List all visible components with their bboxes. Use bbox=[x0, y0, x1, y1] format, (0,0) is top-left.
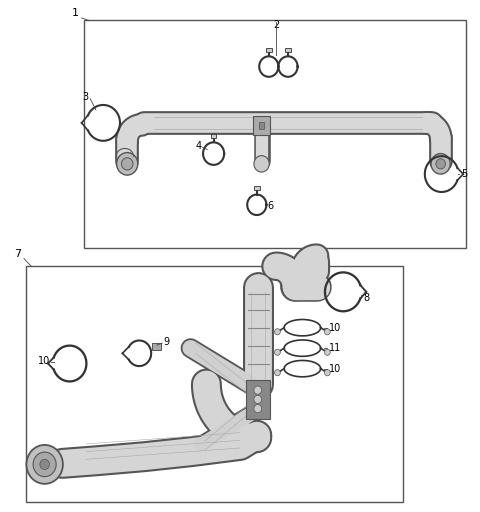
Circle shape bbox=[254, 156, 269, 172]
Circle shape bbox=[275, 370, 280, 376]
Circle shape bbox=[431, 154, 450, 174]
Circle shape bbox=[40, 459, 49, 470]
Text: 1: 1 bbox=[72, 8, 79, 18]
Text: 3: 3 bbox=[83, 92, 89, 102]
Circle shape bbox=[26, 445, 63, 484]
Circle shape bbox=[33, 452, 56, 477]
Text: 8: 8 bbox=[364, 293, 370, 303]
Circle shape bbox=[254, 395, 262, 403]
Text: 4: 4 bbox=[195, 141, 202, 151]
Circle shape bbox=[121, 158, 133, 170]
Text: 7: 7 bbox=[14, 248, 22, 259]
Circle shape bbox=[324, 370, 330, 376]
Text: 10: 10 bbox=[38, 356, 50, 366]
Bar bbox=[266, 48, 272, 52]
Circle shape bbox=[275, 349, 280, 355]
Text: 5: 5 bbox=[461, 169, 467, 179]
Circle shape bbox=[117, 153, 138, 175]
Circle shape bbox=[324, 329, 330, 335]
Bar bbox=[254, 186, 260, 190]
Bar bbox=[84, 20, 466, 248]
Bar bbox=[211, 134, 216, 138]
Bar bbox=[259, 122, 264, 129]
Text: 2: 2 bbox=[273, 20, 279, 31]
Bar bbox=[285, 48, 291, 52]
Circle shape bbox=[275, 329, 280, 335]
Bar bbox=[253, 116, 270, 135]
Circle shape bbox=[324, 349, 330, 355]
Text: 10: 10 bbox=[329, 323, 341, 333]
Circle shape bbox=[254, 404, 262, 413]
Circle shape bbox=[254, 386, 262, 394]
Text: 10: 10 bbox=[329, 364, 341, 374]
Text: 9: 9 bbox=[163, 337, 169, 347]
Bar bbox=[152, 343, 161, 350]
Text: 6: 6 bbox=[268, 201, 274, 211]
Text: 11: 11 bbox=[329, 343, 341, 353]
Bar bbox=[246, 380, 270, 419]
Circle shape bbox=[436, 159, 445, 169]
Bar bbox=[26, 266, 403, 502]
